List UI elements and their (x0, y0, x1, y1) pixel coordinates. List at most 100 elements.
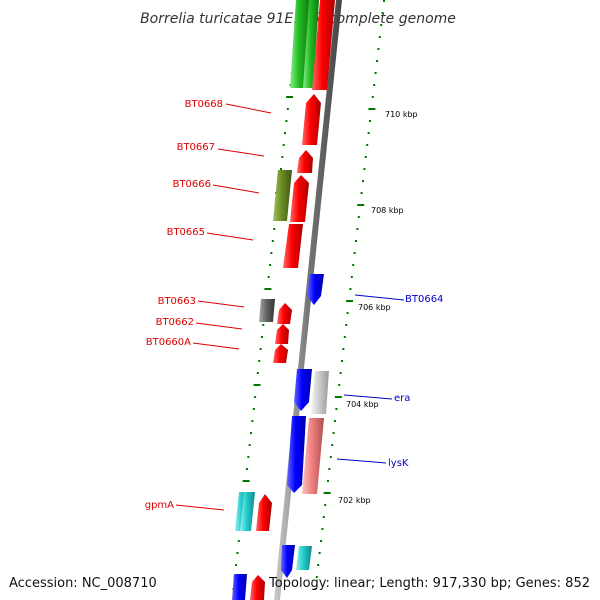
right-track-tick (369, 120, 371, 122)
right-track-tick (318, 552, 321, 554)
right-track-tick (356, 228, 359, 230)
left-track-tick (281, 156, 284, 158)
gene-label-bt0667: BT0667 (177, 142, 215, 153)
gene-gpma-cyan-b (240, 492, 255, 531)
scale-label-708: 708 kbp (371, 206, 404, 215)
gene-bt0666 (290, 175, 309, 222)
right-track-tick (317, 564, 320, 566)
forward-leader-lines (175, 103, 272, 511)
gene-bt0660a (273, 344, 288, 363)
right-track-tick (339, 372, 342, 374)
left-track-tick (282, 144, 285, 146)
gene-label-gpma: gpmA (145, 500, 174, 511)
right-track-tick (367, 132, 370, 134)
left-track-tick (235, 564, 238, 566)
right-track-tick (353, 252, 356, 254)
right-track-tick (352, 264, 355, 266)
gene-lysk-blue (287, 416, 306, 493)
scale-label-706: 706 kbp (358, 303, 391, 312)
right-track-tick (378, 36, 381, 38)
right-track-tick (362, 180, 364, 182)
right-track-tick (327, 480, 329, 482)
reverse-leader-lines (336, 294, 405, 464)
gene-red-bottom (250, 575, 265, 600)
gene-bt0663 (259, 299, 275, 322)
right-track-tick (329, 456, 332, 458)
right-track-tick (373, 84, 376, 86)
left-track-tick (286, 108, 289, 110)
gene-label-bt0666: BT0666 (173, 179, 211, 190)
right-track-tick (381, 12, 384, 14)
right-track-tick (349, 288, 352, 290)
left-track-tick (258, 360, 261, 362)
left-track-tick (252, 408, 255, 410)
right-track-tick (322, 516, 325, 518)
right-track-tick (335, 408, 338, 410)
left-track-tick (270, 252, 273, 254)
gene-label-bt0665: BT0665 (167, 227, 205, 238)
right-track-tick (342, 348, 345, 350)
right-track-tick (377, 48, 380, 50)
right-track-tick (371, 96, 374, 98)
right-track-tick (334, 396, 342, 398)
left-track-tick (237, 540, 240, 542)
scale-label-702: 702 kbp (338, 496, 371, 505)
left-track-tick (236, 552, 239, 554)
left-track-tick (262, 324, 265, 326)
right-track-tick (374, 72, 377, 74)
gene-blue-bottom-b (232, 574, 247, 600)
gene-label-lysk: lysK (388, 458, 409, 469)
gene-gpma-red (256, 494, 272, 531)
gene-era-blue (294, 369, 312, 411)
right-track-tick (331, 444, 334, 446)
right-track-tick (320, 540, 322, 542)
gene-bt0664 (307, 274, 324, 305)
left-track-tick (246, 468, 248, 470)
left-track-tick (247, 456, 250, 458)
gene-blue-bottom-a (281, 545, 295, 578)
gene-glyphs (232, 0, 335, 600)
scale-label-710: 710 kbp (385, 110, 418, 119)
gene-label-bt0664: BT0664 (405, 294, 443, 305)
scale-label-704: 704 kbp (346, 400, 379, 409)
right-track-tick (314, 588, 317, 590)
genome-backbone (274, 0, 342, 600)
gene-bt0665 (283, 224, 303, 268)
left-track-tick (269, 264, 272, 266)
left-track-tick (264, 288, 272, 290)
left-track-tick (284, 132, 286, 134)
gene-label-era: era (394, 393, 410, 404)
right-track-tick (357, 216, 360, 218)
right-track-tick (363, 168, 366, 170)
gene-label-bt0663: BT0663 (158, 296, 196, 307)
right-track-tick (346, 312, 349, 314)
accession-text: Accession: NC_008710 (9, 576, 157, 591)
left-track-tick (285, 120, 288, 122)
right-track-tick (343, 336, 346, 338)
right-track-tick (334, 420, 336, 422)
left-track-tick (254, 396, 257, 398)
right-track-tick (321, 528, 324, 530)
gene-bt0667 (297, 150, 313, 173)
right-track-tick (332, 432, 335, 434)
gene-cyan-bottom (296, 546, 312, 570)
right-track-tick (338, 384, 341, 386)
left-track-tick (253, 384, 261, 386)
left-track-tick (248, 444, 251, 446)
gene-bt0668 (302, 94, 321, 145)
right-track-tick (357, 204, 365, 206)
right-track-tick (345, 324, 348, 326)
gene-era-gray (311, 371, 329, 414)
left-track-tick (286, 96, 294, 98)
right-tick-track (314, 0, 385, 590)
right-track-tick (324, 504, 327, 506)
left-track-tick (271, 240, 274, 242)
left-track-tick (242, 480, 250, 482)
right-track-tick (376, 60, 378, 62)
right-track-tick (360, 192, 363, 194)
right-track-tick (323, 492, 331, 494)
left-track-tick (280, 168, 282, 170)
left-track-tick (260, 336, 263, 338)
topology-text: Topology: linear; Length: 917,330 bp; Ge… (268, 576, 590, 591)
left-track-tick (267, 276, 270, 278)
